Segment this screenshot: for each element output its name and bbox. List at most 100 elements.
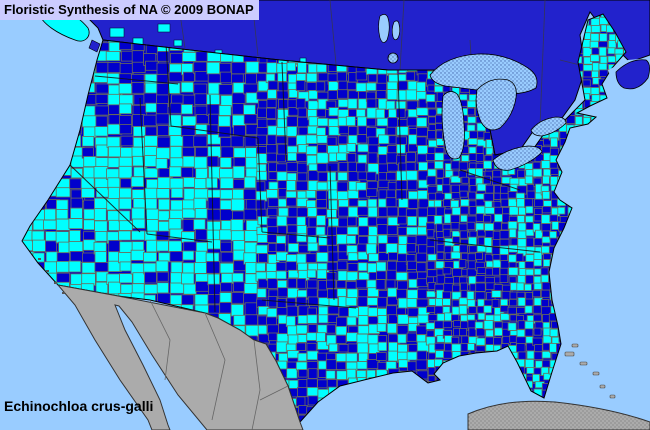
county-cell [507,306,517,315]
county-cell [483,215,492,223]
county-cell [317,324,329,334]
county-cell [508,298,518,307]
county-cell [358,216,369,227]
great-lakes [387,52,567,171]
county-cell [267,197,280,207]
county-cell [467,107,476,116]
county-cell [326,180,339,192]
county-cell [534,344,543,353]
county-cell [426,175,437,186]
county-cell [406,243,417,253]
county-cell [206,155,219,168]
county-cell [297,378,309,389]
county-cell [507,221,518,230]
county-cell [93,208,107,221]
county-cell [69,178,82,189]
county-cell [306,199,317,209]
county-cell [416,107,429,116]
county-cell [55,209,69,220]
county-cell [550,137,558,148]
county-cell [195,167,208,180]
county-cell [386,162,399,172]
county-cell [43,219,57,230]
county-cell [297,62,307,74]
county-cell [534,207,543,216]
county-cell [157,176,172,190]
county-cell [427,282,436,290]
county-cell [288,379,299,390]
county-cell [526,190,536,199]
county-cell [297,386,308,397]
county-cell [336,181,348,193]
county-cell [296,324,308,335]
county-cell [156,282,169,294]
county-cell [346,216,357,227]
county-cell [590,54,600,62]
county-cell [386,260,397,272]
county-cell [296,207,308,218]
county-cell [532,168,543,178]
county-cell [434,160,444,170]
county-cell [517,169,526,179]
county-cell [367,334,379,345]
county-cell [458,304,468,315]
county-cell [549,328,559,338]
county-cell [442,298,451,306]
county-cell [458,161,469,171]
county-cell [337,270,348,282]
county-cell [182,71,195,82]
county-cell [194,293,209,306]
county-cell [499,245,509,256]
county-cell [119,124,133,135]
county-cell [244,230,259,242]
county-cell [257,315,268,326]
county-cell [356,361,369,370]
county-cell [378,179,390,189]
county-cell [460,198,470,207]
county-cell [32,239,47,252]
county-cell [476,266,488,274]
county-cell [275,242,286,252]
county-cell [328,343,338,352]
county-cell [275,261,288,272]
county-cell [106,136,121,148]
county-cell [193,83,208,95]
county-cell [516,198,526,208]
county-cell [366,188,378,197]
county-cell [357,143,370,153]
county-cell [170,272,183,285]
county-cell [275,163,288,173]
county-cell [81,115,97,128]
county-cell [415,234,428,246]
county-cell [316,199,328,209]
county-cell [518,206,526,216]
county-cell [492,169,502,178]
county-cell [590,87,600,95]
county-cell [534,198,544,208]
county-cell [525,229,535,237]
county-cell [508,205,519,216]
county-cell [155,147,171,160]
county-cell [442,228,451,238]
county-cell [367,307,378,317]
county-cell [346,143,356,153]
county-cell [427,108,437,117]
county-cell [476,327,486,337]
county-cell [230,198,245,212]
county-cell [499,230,510,240]
county-cell [306,350,319,361]
county-cell [230,219,244,232]
county-cell [416,298,429,308]
county-cell [181,294,195,307]
county-cell [346,226,359,235]
county-cell [387,117,399,129]
county-cell [460,214,468,223]
county-cell [459,244,468,254]
county-cell [367,73,378,83]
county-cell [93,72,108,83]
county-cell [461,176,469,184]
county-cell [55,231,70,244]
county-cell [316,181,329,191]
county-cell [337,171,348,181]
county-cell [183,241,198,253]
